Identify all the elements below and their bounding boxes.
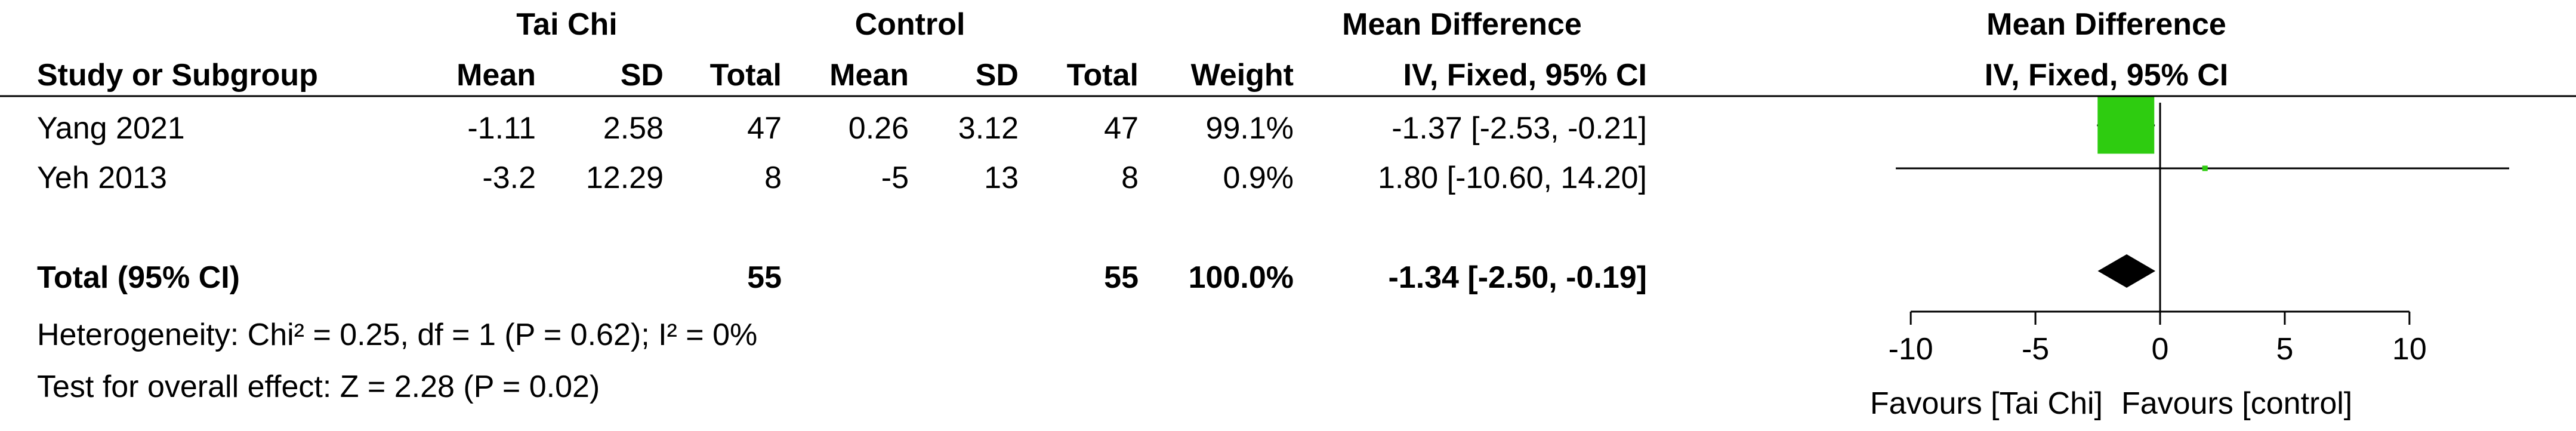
study-total-ctrl: 47 xyxy=(1104,111,1139,146)
study-mean-exp: -3.2 xyxy=(482,161,536,195)
study-total-exp: 8 xyxy=(764,161,782,195)
study-mean-ctrl: -5 xyxy=(881,161,909,195)
study-ci: 1.80 [-10.60, 14.20] xyxy=(1378,161,1647,195)
col-mean-exp: Mean xyxy=(456,58,536,93)
study-marker xyxy=(2202,165,2208,171)
col-total-exp: Total xyxy=(710,58,782,93)
col-sd-exp: SD xyxy=(621,58,664,93)
study-sd-exp: 12.29 xyxy=(586,161,664,195)
col-effect-method: IV, Fixed, 95% CI xyxy=(1403,58,1647,93)
total-row: Total (95% CI) 55 55 100.0% -1.34 [-2.50… xyxy=(37,260,1647,295)
x-axis-tick-label: -5 xyxy=(2022,332,2049,367)
study-sd-ctrl: 3.12 xyxy=(958,111,1019,146)
x-axis-tick-label: 0 xyxy=(2152,332,2169,367)
total-label: Total (95% CI) xyxy=(37,260,240,295)
col-sd-ctrl: SD xyxy=(976,58,1019,93)
header-control: Control xyxy=(855,7,965,42)
x-axis-tick-label: 10 xyxy=(2392,332,2427,367)
study-name: Yeh 2013 xyxy=(37,161,167,195)
study-sd-ctrl: 13 xyxy=(984,161,1019,195)
study-row: Yeh 2013 -3.2 12.29 8 -5 13 8 0.9% 1.80 … xyxy=(37,161,1647,195)
total-ctrl: 55 xyxy=(1104,260,1139,295)
x-axis-tick-label: 5 xyxy=(2276,332,2293,367)
header-mean-difference-effect: Mean Difference xyxy=(1342,7,1582,42)
plot-area: -10 -5 0 5 10 xyxy=(1889,97,2509,367)
study-name: Yang 2021 xyxy=(37,111,185,146)
col-plot-method: IV, Fixed, 95% CI xyxy=(1985,58,2228,93)
pooled-diamond xyxy=(2097,254,2156,288)
overall-effect-note: Test for overall effect: Z = 2.28 (P = 0… xyxy=(37,370,600,404)
total-effect: -1.34 [-2.50, -0.19] xyxy=(1388,260,1647,295)
heterogeneity-note: Heterogeneity: Chi² = 0.25, df = 1 (P = … xyxy=(37,318,757,352)
study-mean-ctrl: 0.26 xyxy=(849,111,909,146)
favours-right-label: Favours [control] xyxy=(2121,386,2352,421)
study-weight: 0.9% xyxy=(1223,161,1294,195)
header-tai-chi: Tai Chi xyxy=(516,7,617,42)
study-total-ctrl: 8 xyxy=(1121,161,1139,195)
study-sd-exp: 2.58 xyxy=(603,111,664,146)
x-axis-tick-label: -10 xyxy=(1889,332,1933,367)
total-exp: 55 xyxy=(747,260,782,295)
col-study: Study or Subgroup xyxy=(37,58,318,93)
col-weight: Weight xyxy=(1191,58,1294,93)
col-total-ctrl: Total xyxy=(1067,58,1139,93)
study-weight: 99.1% xyxy=(1206,111,1294,146)
study-row: Yang 2021 -1.11 2.58 47 0.26 3.12 47 99.… xyxy=(37,111,1647,146)
favours-left-label: Favours [Tai Chi] xyxy=(1870,386,2103,421)
study-marker xyxy=(2097,97,2155,154)
total-weight: 100.0% xyxy=(1189,260,1294,295)
header-mean-difference-plot: Mean Difference xyxy=(1986,7,2226,42)
col-mean-ctrl: Mean xyxy=(829,58,909,93)
study-total-exp: 47 xyxy=(747,111,782,146)
study-ci: -1.37 [-2.53, -0.21] xyxy=(1392,111,1647,146)
study-mean-exp: -1.11 xyxy=(467,111,536,146)
